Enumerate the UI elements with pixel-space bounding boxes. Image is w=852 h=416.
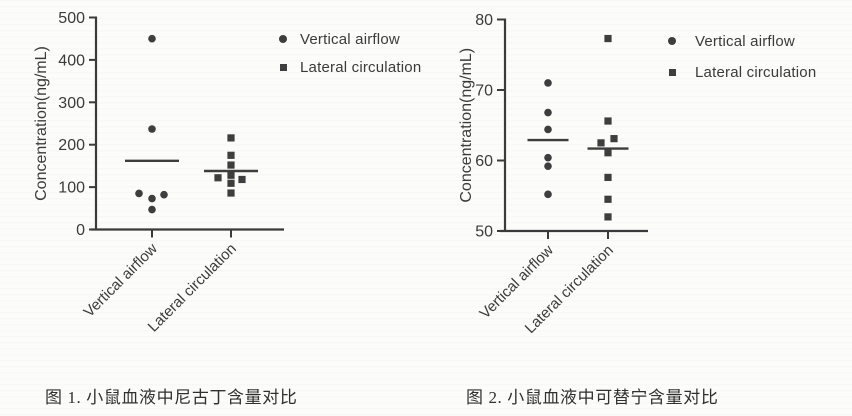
data-point-circle <box>148 34 156 43</box>
data-point-square <box>604 195 612 203</box>
data-point-square <box>604 34 612 43</box>
data-point-square <box>597 139 605 147</box>
y-axis-title: Concentration(ng/mL) <box>33 46 50 201</box>
data-point-circle <box>148 205 156 214</box>
square-marker-icon <box>668 68 676 76</box>
square-marker-icon <box>279 63 287 71</box>
data-point-square <box>238 175 246 184</box>
data-point-square <box>227 134 235 142</box>
x-category-label: Lateral circulation <box>145 240 240 335</box>
legend-label: Vertical airflow <box>695 32 795 50</box>
data-point-circle <box>544 162 552 170</box>
data-point-square <box>227 161 235 169</box>
data-point-circle <box>544 125 552 134</box>
x-category-label: Vertical airflow <box>80 240 161 321</box>
legend-item-lateral-circulation: Lateral circulation <box>279 58 422 76</box>
data-point-circle <box>148 125 156 133</box>
legend-label: Vertical airflow <box>300 30 400 48</box>
figure1-caption: 图 1. 小鼠血液中尼古丁含量对比 <box>45 388 298 407</box>
data-point-circle <box>544 108 552 117</box>
y-tick-label: 500 <box>58 10 85 27</box>
circle-marker-icon <box>668 37 676 45</box>
data-point-square <box>610 135 618 143</box>
data-point-square <box>214 174 222 182</box>
y-tick-label: 400 <box>58 52 85 69</box>
legend-item-vertical-airflow: Vertical airflow <box>668 32 795 50</box>
y-tick-label: 80 <box>475 12 493 29</box>
data-point-circle <box>160 190 168 199</box>
data-point-circle <box>544 153 552 162</box>
data-point-square <box>227 189 235 197</box>
circle-marker-icon <box>279 35 287 43</box>
y-tick-label: 300 <box>58 95 85 112</box>
data-point-square <box>604 173 612 182</box>
y-tick-label: 50 <box>475 224 493 241</box>
data-point-square <box>604 117 612 125</box>
data-point-circle <box>544 79 552 87</box>
y-axis-title: Concentration(ng/mL) <box>458 48 475 203</box>
y-tick-label: 70 <box>475 83 493 100</box>
y-tick-label: 0 <box>76 222 85 239</box>
data-point-square <box>604 213 612 221</box>
data-point-square <box>227 179 235 187</box>
legend-item-lateral-circulation: Lateral circulation <box>668 63 817 81</box>
legend-item-vertical-airflow: Vertical airflow <box>279 30 400 48</box>
y-tick-label: 200 <box>58 137 85 154</box>
data-point-square <box>227 171 235 179</box>
legend-label: Lateral circulation <box>695 63 817 81</box>
figure2-caption: 图 2. 小鼠血液中可替宁含量对比 <box>466 388 719 407</box>
data-point-circle <box>135 189 143 198</box>
figure-1-plot: 0 100 200 300 400 500 Concentration(ng/mL) Vert… <box>33 10 284 335</box>
data-point-circle <box>544 190 552 199</box>
data-point-circle <box>148 194 156 203</box>
data-point-square <box>227 151 235 159</box>
data-point-square <box>604 149 612 157</box>
y-tick-label: 60 <box>475 153 493 170</box>
y-tick-label: 100 <box>58 180 85 197</box>
legend-label: Lateral circulation <box>300 58 422 76</box>
